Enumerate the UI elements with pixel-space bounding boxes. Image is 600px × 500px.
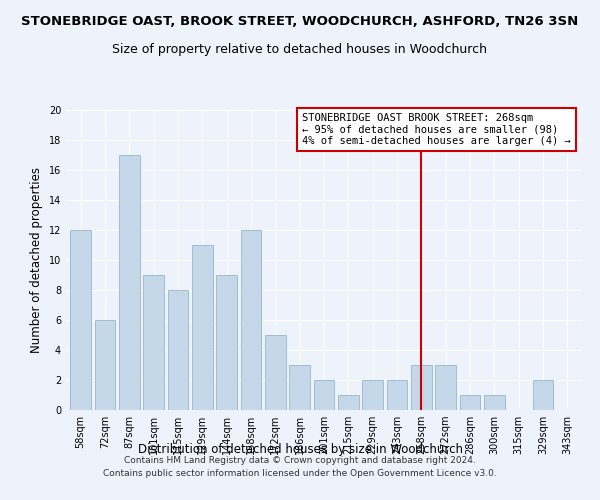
Bar — [265, 335, 286, 410]
Text: Size of property relative to detached houses in Woodchurch: Size of property relative to detached ho… — [113, 42, 487, 56]
Bar — [484, 395, 505, 410]
Text: STONEBRIDGE OAST BROOK STREET: 268sqm
← 95% of detached houses are smaller (98)
: STONEBRIDGE OAST BROOK STREET: 268sqm ← … — [302, 113, 571, 146]
Bar — [362, 380, 383, 410]
Bar — [119, 155, 140, 410]
Text: Distribution of detached houses by size in Woodchurch: Distribution of detached houses by size … — [137, 442, 463, 456]
Bar — [143, 275, 164, 410]
Bar — [411, 365, 432, 410]
Bar — [386, 380, 407, 410]
Bar — [241, 230, 262, 410]
Bar — [436, 365, 456, 410]
Bar — [533, 380, 553, 410]
Y-axis label: Number of detached properties: Number of detached properties — [30, 167, 43, 353]
Bar — [192, 245, 212, 410]
Bar — [167, 290, 188, 410]
Text: STONEBRIDGE OAST, BROOK STREET, WOODCHURCH, ASHFORD, TN26 3SN: STONEBRIDGE OAST, BROOK STREET, WOODCHUR… — [22, 15, 578, 28]
Bar — [70, 230, 91, 410]
Bar — [216, 275, 237, 410]
Text: Contains HM Land Registry data © Crown copyright and database right 2024.
Contai: Contains HM Land Registry data © Crown c… — [103, 456, 497, 477]
Bar — [314, 380, 334, 410]
Bar — [460, 395, 481, 410]
Bar — [289, 365, 310, 410]
Bar — [95, 320, 115, 410]
Bar — [338, 395, 359, 410]
